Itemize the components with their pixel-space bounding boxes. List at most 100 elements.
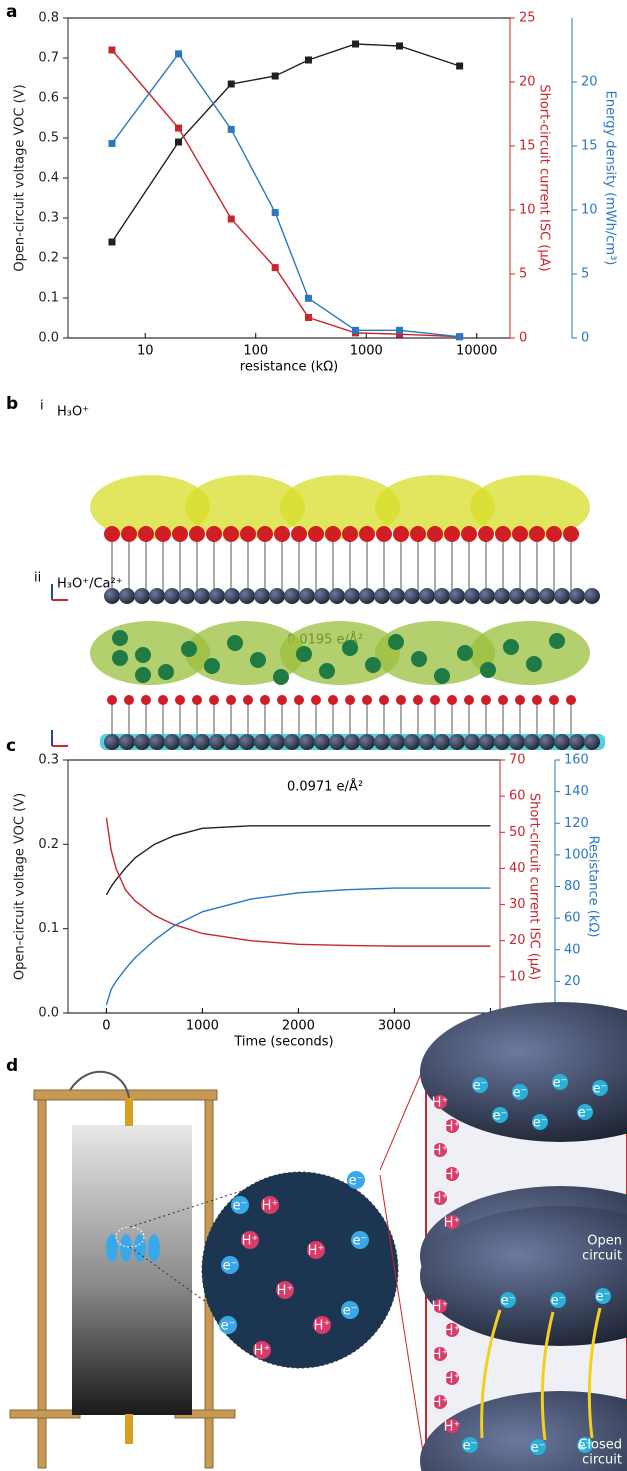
ion-atom — [250, 652, 266, 668]
carbon-atom — [494, 734, 510, 750]
particle-label: e⁻ — [513, 1086, 528, 1101]
particle-label: e⁻ — [531, 1441, 546, 1456]
proton — [445, 1323, 459, 1337]
data-point — [396, 42, 403, 50]
carbon-atom — [209, 588, 225, 604]
proton — [241, 1231, 259, 1249]
carbon-atom — [419, 734, 435, 750]
carbon-atom — [389, 734, 405, 750]
oxygen-atom — [124, 695, 134, 705]
particle-label: e⁻ — [463, 1439, 478, 1454]
particle-label: H⁺ — [432, 1348, 449, 1363]
ion-atom — [296, 646, 312, 662]
carbon-atom — [344, 588, 360, 604]
carbon-atom — [149, 734, 165, 750]
carbon-atom — [554, 588, 570, 604]
data-point — [271, 72, 279, 80]
proton — [433, 1095, 447, 1109]
proton — [433, 1347, 447, 1361]
carbon-atom — [539, 734, 555, 750]
proton — [433, 1395, 447, 1409]
ion-atom — [135, 667, 151, 683]
carbon-atom — [269, 588, 285, 604]
particle-label: e⁻ — [493, 1109, 508, 1124]
particle-label: e⁻ — [349, 1174, 364, 1189]
circuit-label: circuit — [582, 1453, 622, 1468]
oxygen-atom — [498, 695, 508, 705]
oxygen-atom — [277, 695, 287, 705]
y3-tick-label: 100 — [564, 847, 589, 862]
carbon-atom — [344, 734, 360, 750]
oxygen-atom — [461, 526, 477, 542]
x-tick-label: 2000 — [282, 1019, 315, 1034]
clip — [125, 1098, 133, 1126]
data-point — [271, 209, 279, 217]
row-label: ii — [34, 571, 41, 586]
electron — [231, 1196, 249, 1214]
carbon-atom — [569, 734, 585, 750]
particle-label: e⁻ — [578, 1106, 593, 1121]
y2-tick-label: 10 — [509, 969, 526, 984]
particle-label: H⁺ — [432, 1300, 449, 1315]
oxygen-atom — [546, 526, 562, 542]
y-tick-label: 0.4 — [38, 171, 59, 186]
carbon-atom — [524, 588, 540, 604]
carbon-atom — [524, 734, 540, 750]
proton — [313, 1316, 331, 1334]
electron — [347, 1171, 365, 1189]
carbon-atom — [269, 734, 285, 750]
proton — [445, 1419, 459, 1433]
oxygen-atom — [291, 526, 307, 542]
carbon-atom — [284, 734, 300, 750]
particle-label: e⁻ — [553, 1076, 568, 1091]
oxygen-atom — [274, 526, 290, 542]
ion-atom — [411, 651, 427, 667]
oxygen-atom — [515, 695, 525, 705]
proton — [445, 1215, 459, 1229]
particle-label: H⁺ — [308, 1244, 325, 1259]
particle-sphere — [420, 1002, 627, 1142]
electron — [595, 1288, 611, 1304]
y2-tick-label: 50 — [509, 825, 526, 840]
carbon-atom — [194, 734, 210, 750]
panel-label: b — [6, 394, 18, 414]
particle-label: H⁺ — [444, 1120, 461, 1135]
data-point — [396, 326, 403, 334]
oxygen-atom — [260, 695, 270, 705]
carbon-atom — [509, 734, 525, 750]
electron — [462, 1437, 478, 1453]
oxygen-atom — [209, 695, 219, 705]
carbon-atom — [299, 734, 315, 750]
carbon-atom — [164, 588, 180, 604]
ion-atom — [227, 635, 243, 651]
proton — [433, 1299, 447, 1313]
y3-tick-label: 10 — [581, 203, 598, 218]
particle-label: H⁺ — [444, 1372, 461, 1387]
carbon-atom — [434, 588, 450, 604]
charge-cloud — [185, 475, 305, 539]
ion-atom — [457, 645, 473, 661]
proton — [276, 1281, 294, 1299]
oxygen-atom — [376, 526, 392, 542]
y3-tick-label: 60 — [564, 911, 581, 926]
carbon-atom — [464, 734, 480, 750]
y3-tick-label: 120 — [564, 816, 589, 831]
electron — [472, 1077, 488, 1093]
particle-label: e⁻ — [596, 1290, 611, 1305]
particle-label: e⁻ — [221, 1319, 236, 1334]
oxygen-atom — [563, 526, 579, 542]
y3-tick-label: 5 — [581, 267, 589, 282]
carbon-atom — [329, 734, 345, 750]
y3-tick-label: 160 — [564, 753, 589, 768]
carbon-atom — [164, 734, 180, 750]
carbon-atom — [104, 734, 120, 750]
electron — [577, 1437, 593, 1453]
carbon-atom — [479, 734, 495, 750]
x-tick-label: 3000 — [378, 1019, 411, 1034]
y3-axis-title: Resistance (kΩ) — [586, 836, 601, 938]
carbon-atom — [119, 734, 135, 750]
x-tick-label: 10 — [137, 344, 154, 359]
glow — [106, 1234, 118, 1262]
particle-label: e⁻ — [353, 1234, 368, 1249]
proton — [253, 1341, 271, 1359]
